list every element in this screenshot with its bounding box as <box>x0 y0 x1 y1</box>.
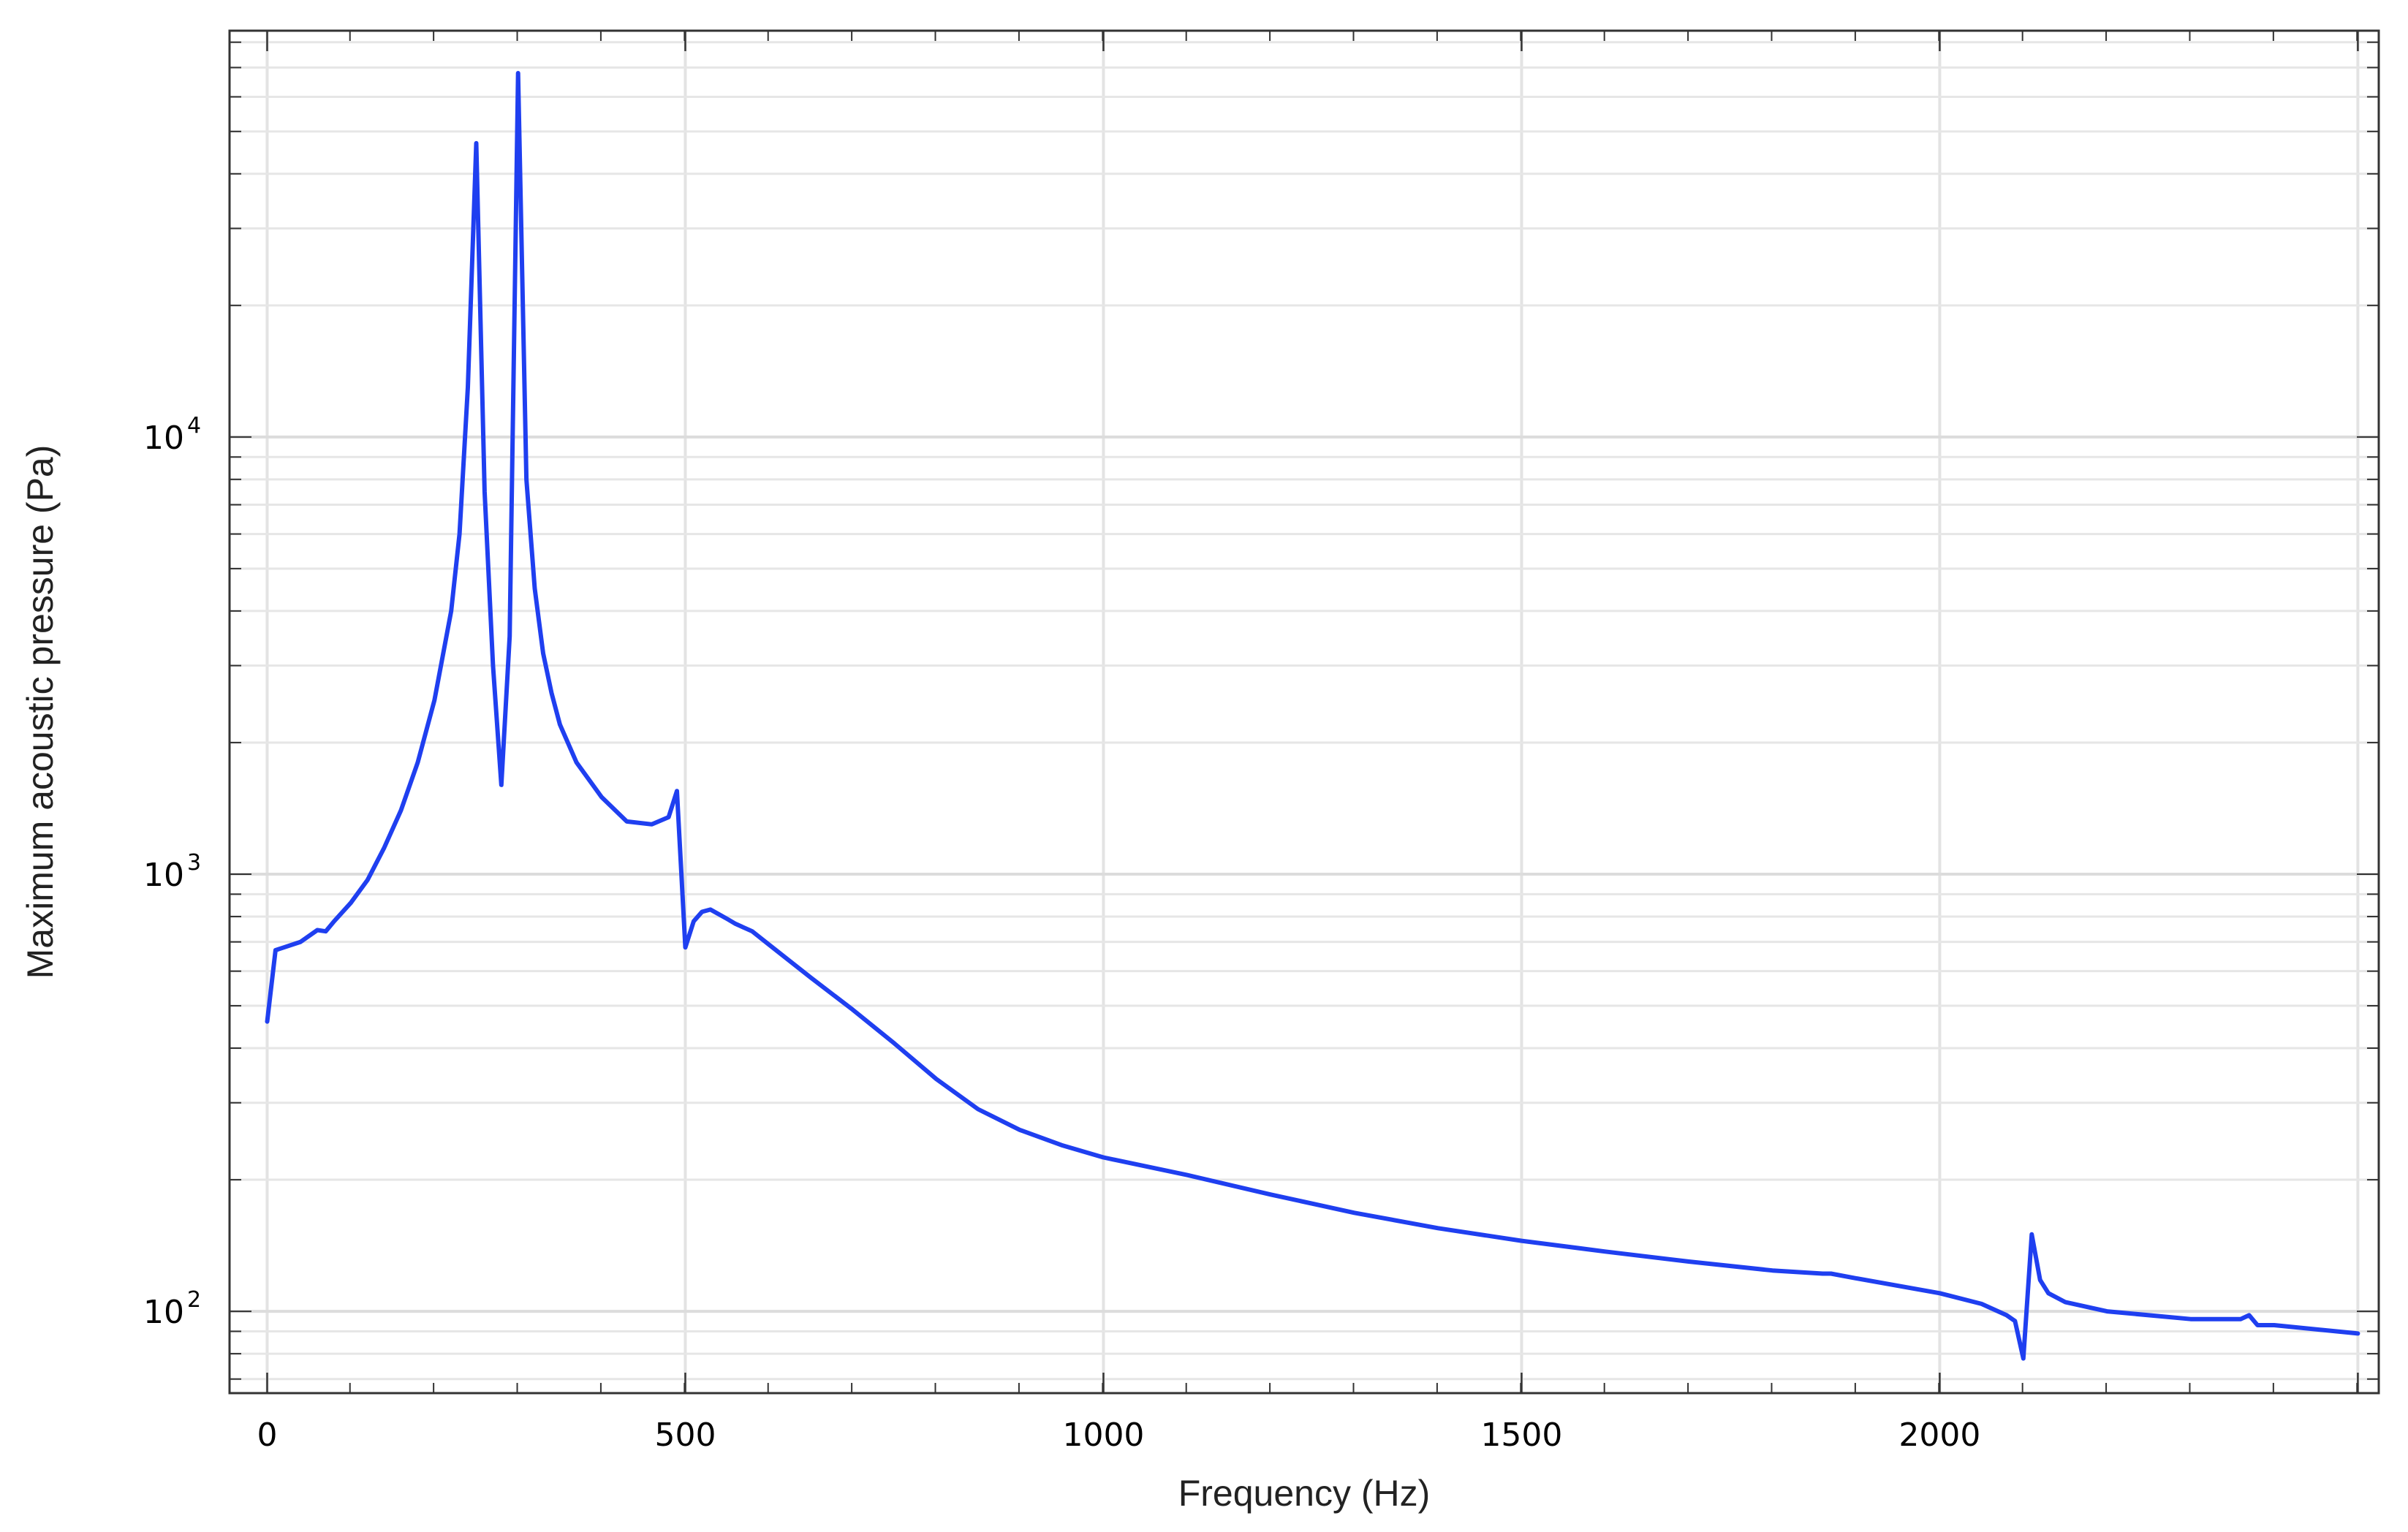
y-tick-label: 10 4 <box>143 413 201 457</box>
data-series <box>265 71 2360 1361</box>
x-tick-label: 1000 <box>1062 1417 1144 1454</box>
y-tick-label-base: 10 <box>143 420 184 457</box>
y-axis-label: Maximum acoustic pressure (Pa) <box>20 445 61 979</box>
y-tick-label: 10 2 <box>143 1287 201 1331</box>
x-tick-label: 0 <box>257 1417 277 1454</box>
y-tick-label-exponent: 3 <box>187 850 201 876</box>
x-tick-label: 2000 <box>1898 1417 1980 1454</box>
y-tick-label: 10 3 <box>143 850 201 894</box>
y-tick-label-base: 10 <box>143 857 184 894</box>
y-tick-label-base: 10 <box>143 1294 184 1331</box>
x-axis-label: Frequency (Hz) <box>1178 1473 1431 1514</box>
grid-lines <box>230 31 2379 1393</box>
y-tick-label-exponent: 4 <box>187 413 201 439</box>
x-tick-label: 500 <box>654 1417 716 1454</box>
y-tick-label-exponent: 2 <box>187 1287 201 1313</box>
pressure-series-line <box>265 71 2360 1361</box>
tick-marks <box>230 31 2379 1393</box>
plot-frame <box>228 29 2380 1395</box>
x-tick-label: 1500 <box>1480 1417 1562 1454</box>
